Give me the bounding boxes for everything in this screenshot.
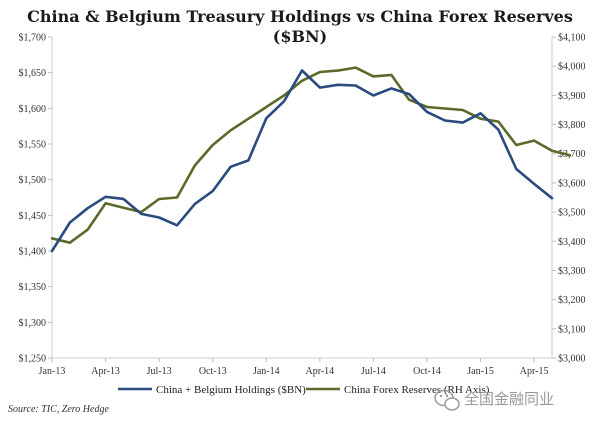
- x-axis-ticks: Jan-13 Apr-13 Jul-13 Oct-13 Jan-14 Apr-14 Jul-…: [39, 358, 549, 377]
- left-tick-label: $1,300: [19, 318, 47, 329]
- left-tick-label: $1,700: [19, 33, 47, 44]
- holdings-series-line: [50, 69, 554, 253]
- left-tick-label: $1,400: [19, 247, 47, 258]
- right-tick-label: $3,700: [558, 149, 586, 160]
- legend: China + Belgium Holdings ($BN) China For…: [118, 384, 490, 396]
- left-tick-label: $1,250: [19, 354, 47, 365]
- series-layer: [50, 66, 572, 253]
- x-tick-label: Jan-15: [467, 366, 494, 377]
- left-tick-label: $1,600: [19, 104, 47, 115]
- x-tick-label: Jan-13: [39, 366, 66, 377]
- x-tick-label: Oct-13: [199, 366, 227, 377]
- legend-holdings-label: China + Belgium Holdings ($BN): [156, 384, 306, 396]
- x-tick-label: Apr-13: [91, 366, 120, 377]
- x-tick-label: Jul-13: [147, 366, 172, 377]
- wechat-icon: [434, 389, 460, 411]
- chart-title: China & Belgium Treasury Holdings vs Chi…: [27, 7, 573, 26]
- left-tick-label: $1,550: [19, 140, 47, 151]
- x-tick-label: Oct-14: [413, 366, 441, 377]
- left-tick-label: $1,500: [19, 175, 47, 186]
- right-tick-label: $3,600: [558, 178, 586, 189]
- legend-forex-label: China Forex Reserves (RH Axis): [344, 384, 490, 396]
- right-tick-label: $3,300: [558, 266, 586, 277]
- right-tick-label: $4,100: [558, 33, 586, 44]
- watermark-text: 全国金融同业: [464, 390, 554, 408]
- x-tick-label: Jul-14: [361, 366, 386, 377]
- right-tick-label: $3,200: [558, 295, 586, 306]
- watermark: 全国金融同业: [434, 389, 554, 411]
- left-tick-label: $1,350: [19, 282, 47, 293]
- left-tick-label: $1,450: [19, 211, 47, 222]
- right-tick-label: $3,800: [558, 120, 586, 131]
- x-tick-label: Apr-15: [520, 366, 549, 377]
- chart-subtitle: ($BN): [273, 27, 327, 46]
- left-tick-label: $1,650: [19, 68, 47, 79]
- x-tick-label: Apr-14: [306, 366, 335, 377]
- right-tick-label: $3,100: [558, 324, 586, 335]
- left-axis-ticks: $1,250 $1,300 $1,350 $1,400 $1,450 $1,500 $1,5…: [19, 33, 52, 365]
- right-tick-label: $3,000: [558, 354, 586, 365]
- right-tick-label: $4,000: [558, 62, 586, 73]
- right-axis-ticks: $3,000 $3,100 $3,200 $3,300 $3,400 $3,500 $3,6…: [552, 33, 586, 365]
- right-tick-label: $3,900: [558, 91, 586, 102]
- right-tick-label: $3,400: [558, 237, 586, 248]
- right-tick-label: $3,500: [558, 208, 586, 219]
- source-note: Source: TIC, Zero Hedge: [8, 404, 109, 415]
- forex-series-line: [50, 66, 572, 244]
- x-tick-label: Jan-14: [253, 366, 280, 377]
